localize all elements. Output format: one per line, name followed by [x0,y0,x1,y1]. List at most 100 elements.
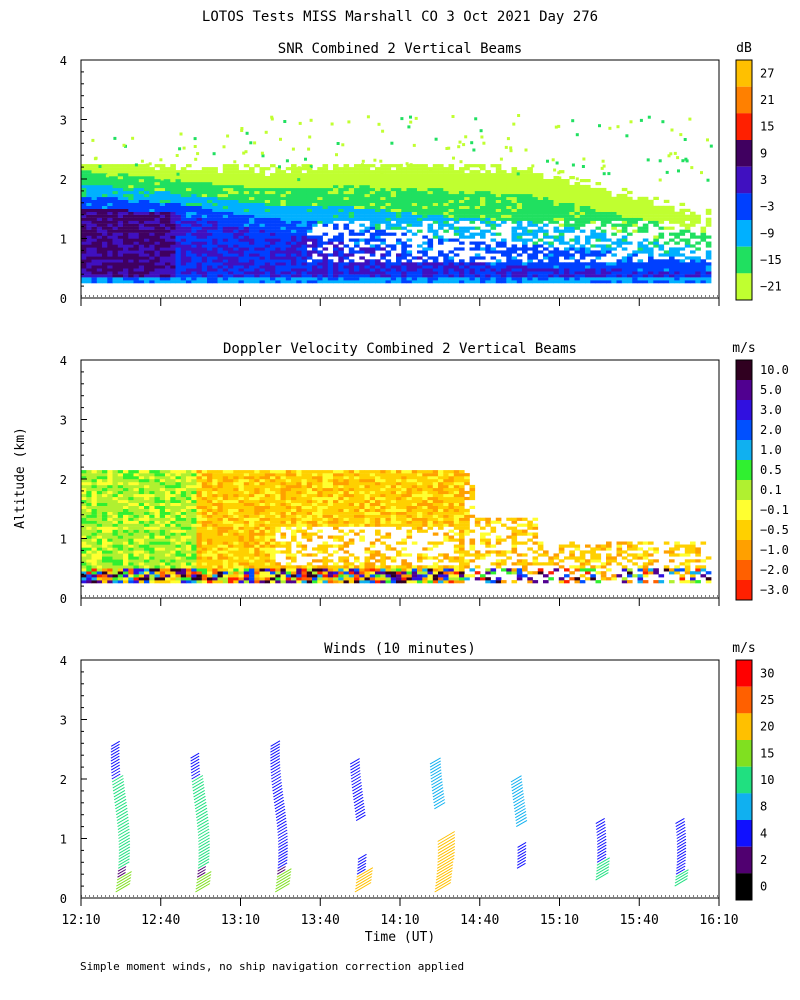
snr-cell [254,196,260,200]
doppler-cell [165,482,171,486]
snr-cell [196,184,203,189]
snr-cell [464,202,470,206]
doppler-cell [128,565,134,569]
snr-cell [485,202,491,206]
snr-cell [438,196,444,200]
doppler-cell [144,523,150,527]
snr-cell [275,250,281,254]
snr-cell [448,280,455,284]
snr-cell [228,259,234,263]
snr-cell [212,232,218,236]
snr-cell [291,274,297,278]
snr-cell [327,217,334,221]
doppler-cell [149,580,155,584]
doppler-cell [207,553,213,557]
snr-cell [249,214,255,218]
snr-cell [133,256,140,260]
doppler-cell [144,568,150,572]
snr-cell [228,199,234,203]
snr-cell [348,214,355,218]
snr-cell [527,176,533,180]
doppler-cell [196,493,203,498]
snr-cell [658,271,665,275]
snr-cell [511,187,518,192]
snr-cell [186,268,192,272]
snr-cell [485,170,491,174]
snr-cell [558,214,565,218]
snr-cell [280,241,287,245]
snr-cell [354,199,360,203]
snr-cell [217,202,224,206]
snr-cell [627,214,633,218]
snr-cell [264,271,271,275]
snr-cell [317,265,323,269]
snr-cell [438,214,444,218]
snr-cell [217,280,224,284]
snr-cell [516,199,523,203]
snr-cell [512,122,516,126]
doppler-cell [175,508,182,512]
snr-cell [322,164,329,168]
snr-cell [464,173,470,177]
snr-cell [196,196,203,200]
snr-cell [375,268,381,272]
snr-cell [233,235,239,239]
doppler-cell [138,535,145,539]
doppler-cell [144,550,150,554]
snr-cell [637,262,644,266]
snr-cell [595,268,602,272]
snr-cell [453,253,460,257]
doppler-cell [144,535,150,539]
doppler-cell [128,574,134,578]
doppler-cell [170,493,176,498]
snr-cell [532,214,539,218]
snr-cell [480,205,486,209]
snr-cell [285,187,292,192]
snr-cell [254,211,260,215]
snr-cell [438,173,444,177]
snr-cell [390,176,397,180]
snr-cell [96,265,103,269]
snr-cell [201,176,208,180]
snr-cell [233,244,239,248]
doppler-cell [149,535,155,539]
snr-cell [537,229,544,233]
snr-cell [186,250,192,254]
snr-cell [275,208,281,212]
doppler-cell [107,544,113,548]
snr-cell [674,241,680,245]
snr-cell [501,220,507,224]
snr-cell [191,182,197,186]
snr-cell [543,277,549,281]
snr-cell [595,262,602,266]
doppler-cell [154,571,161,575]
snr-cell [133,223,140,227]
snr-cell [585,247,591,251]
snr-cell [123,211,129,215]
snr-cell [380,238,386,242]
snr-cell [422,280,428,284]
snr-cell [112,199,119,203]
snr-cell [338,268,344,272]
snr-cell [180,184,187,189]
snr-cell [422,214,428,218]
snr-cell [175,268,182,272]
snr-cell [285,235,292,239]
snr-cell [548,274,554,278]
snr-cell [679,133,683,137]
snr-cell [296,190,302,195]
snr-cell [102,187,108,192]
snr-cell [427,280,434,284]
snr-cell [249,271,255,275]
doppler-cell [86,479,92,483]
doppler-cell [112,499,119,503]
snr-cell [317,280,323,284]
snr-cell [648,277,654,281]
doppler-cell [128,484,134,489]
snr-cell [154,223,161,227]
snr-cell [459,271,465,275]
snr-cell [495,271,502,275]
snr-cell [390,141,394,145]
snr-cell [138,280,145,284]
doppler-cell [138,505,145,509]
